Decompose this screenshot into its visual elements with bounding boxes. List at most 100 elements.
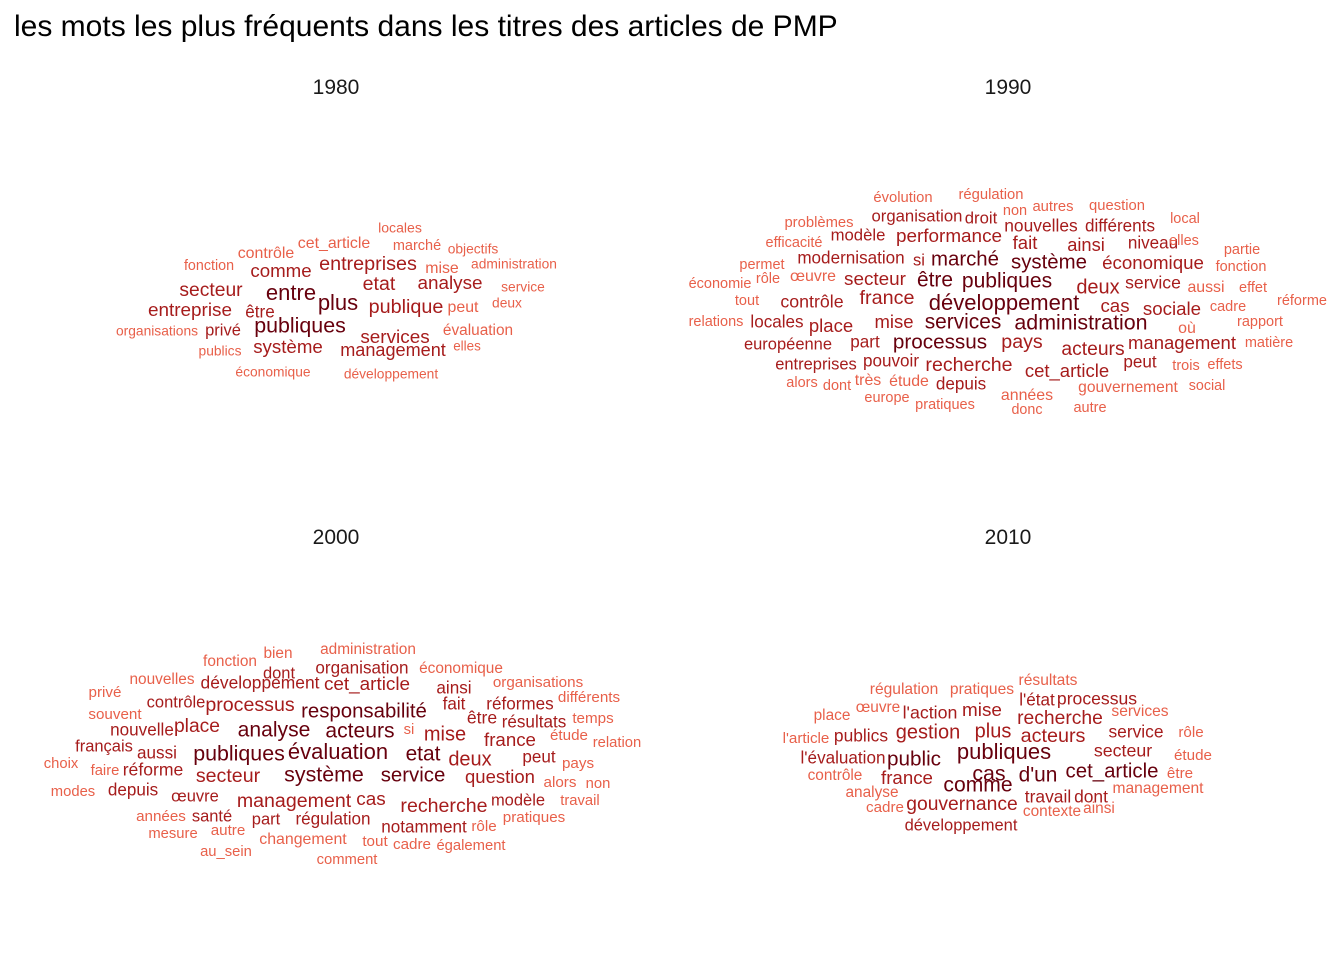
- word-2010-25: pratiques: [950, 681, 1014, 698]
- word-2010-22: développement: [905, 816, 1018, 834]
- word-2010-26: services: [1111, 703, 1168, 720]
- word-2000-52: étude: [550, 727, 588, 744]
- word-1990-53: problèmes: [784, 215, 853, 231]
- word-1990-65: réforme: [1277, 293, 1327, 309]
- word-2000-2: publiques: [193, 742, 285, 766]
- word-1980-30: économique: [235, 365, 310, 380]
- word-1990-25: service: [1125, 273, 1181, 293]
- word-1990-29: niveau: [1128, 234, 1178, 253]
- panel-title-2000: 2000: [312, 526, 360, 549]
- word-2000-25: fait: [443, 695, 466, 714]
- word-1980-10: services: [360, 327, 429, 348]
- word-1990-73: social: [1189, 378, 1226, 394]
- word-2000-39: français: [75, 737, 133, 755]
- word-1990-60: fonction: [1216, 259, 1267, 275]
- word-2000-13: recherche: [400, 795, 487, 817]
- word-1990-38: entreprises: [775, 355, 857, 373]
- word-1990-5: processus: [893, 330, 987, 353]
- word-2010-7: plus: [975, 720, 1012, 742]
- word-1980-14: privé: [205, 321, 241, 339]
- word-1990-9: france: [860, 287, 915, 309]
- word-2000-3: analyse: [238, 719, 311, 742]
- word-2010-4: public: [887, 747, 941, 770]
- word-1990-22: fait: [1013, 232, 1038, 253]
- word-2010-8: acteurs: [1021, 725, 1086, 747]
- word-2010-17: travail: [1025, 787, 1071, 807]
- word-1980-4: publique: [369, 296, 444, 318]
- word-1990-39: européenne: [744, 335, 832, 353]
- word-2010-1: cas: [972, 762, 1005, 786]
- word-2000-69: également: [436, 838, 505, 854]
- word-1990-48: évolution: [873, 190, 932, 206]
- word-2000-47: privé: [89, 684, 122, 701]
- word-2010-6: gestion: [896, 721, 961, 743]
- word-2010-13: l'action: [903, 703, 958, 723]
- word-1990-0: développement: [929, 290, 1079, 315]
- word-2000-34: santé: [192, 807, 232, 825]
- word-1980-25: service: [501, 280, 545, 295]
- word-1990-59: rôle: [756, 271, 780, 287]
- word-2010-19: service: [1108, 722, 1163, 742]
- word-1990-36: depuis: [936, 375, 986, 394]
- word-1980-15: cet_article: [298, 235, 371, 252]
- word-1980-29: elles: [453, 339, 481, 354]
- word-1990-71: alors: [786, 375, 817, 391]
- word-2000-6: responsabilité: [301, 700, 427, 722]
- word-1980-19: évaluation: [443, 322, 513, 339]
- word-2000-59: modes: [51, 784, 95, 800]
- word-2010-30: rôle: [1178, 724, 1203, 741]
- word-2000-68: cadre: [393, 836, 431, 853]
- word-2000-67: tout: [362, 833, 388, 850]
- word-1990-46: années: [1001, 387, 1053, 404]
- word-1990-67: rapport: [1237, 314, 1283, 330]
- word-2000-43: fonction: [203, 653, 257, 670]
- word-2000-5: etat: [406, 743, 441, 766]
- word-1990-30: organisation: [872, 206, 963, 225]
- word-1980-22: locales: [378, 220, 422, 236]
- word-1990-28: différents: [1085, 217, 1155, 236]
- word-2000-70: comment: [317, 852, 378, 868]
- word-1980-18: peut: [448, 299, 480, 316]
- word-1980-1: plus: [318, 290, 358, 315]
- word-2000-18: question: [465, 766, 535, 787]
- word-2000-4: acteurs: [325, 720, 394, 743]
- word-2010-20: l'état: [1019, 691, 1055, 710]
- word-1990-55: efficacité: [766, 235, 823, 251]
- word-1990-18: management: [1128, 332, 1236, 353]
- word-2000-26: réformes: [486, 695, 553, 714]
- word-2010-5: cet_article: [1066, 760, 1159, 782]
- word-2010-15: processus: [1057, 689, 1137, 709]
- word-1980-16: contrôle: [238, 245, 295, 262]
- word-2000-54: choix: [44, 756, 79, 772]
- word-2000-53: relation: [593, 735, 642, 751]
- word-2010-38: ainsi: [1083, 800, 1115, 817]
- word-2000-66: au_sein: [200, 844, 252, 860]
- word-2010-28: place: [814, 707, 851, 724]
- word-1980-31: développement: [344, 367, 439, 382]
- word-2000-31: régulation: [295, 810, 370, 829]
- word-1990-77: autre: [1073, 400, 1106, 416]
- word-2000-9: mise: [424, 723, 466, 745]
- word-2000-55: faire: [91, 763, 120, 779]
- panel-1980: 1980 entre plus publiques entreprises publiq…: [0, 60, 672, 510]
- word-2010-33: être: [1167, 765, 1193, 782]
- word-1980-5: etat: [363, 273, 396, 295]
- word-1990-16: sociale: [1143, 298, 1201, 319]
- word-2000-61: années: [136, 808, 186, 825]
- word-2000-29: depuis: [108, 781, 158, 800]
- word-1990-15: économique: [1102, 252, 1204, 273]
- word-1980-8: comme: [250, 260, 311, 281]
- word-2010-31: étude: [1174, 747, 1212, 764]
- word-2000-44: économique: [419, 660, 503, 677]
- word-1990-13: performance: [896, 226, 1002, 247]
- word-2010-14: secteur: [1094, 741, 1152, 761]
- word-1990-10: recherche: [925, 354, 1012, 376]
- word-2000-8: deux: [448, 748, 491, 770]
- panel-2000: 2000 évaluation système publiques analyse ac…: [0, 510, 672, 960]
- word-1980-17: mise: [425, 260, 459, 277]
- word-1990-70: effets: [1207, 357, 1242, 373]
- word-2000-37: œuvre: [171, 787, 219, 805]
- word-1980-6: analyse: [417, 273, 482, 294]
- word-1980-28: publics: [199, 344, 242, 359]
- word-1990-57: partie: [1224, 242, 1260, 258]
